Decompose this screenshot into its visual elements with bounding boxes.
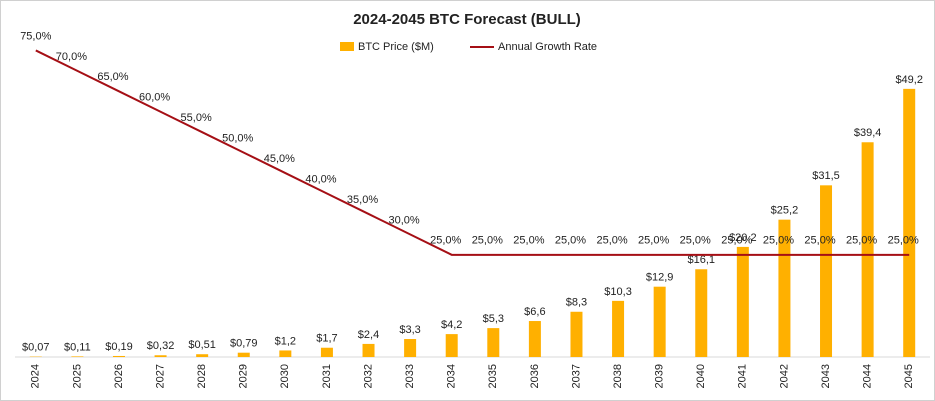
- x-tick-label: 2025: [71, 364, 83, 388]
- bar-value-label: $10,3: [604, 286, 632, 298]
- x-tick-label: 2030: [279, 364, 291, 388]
- bar: [237, 352, 250, 357]
- bar-value-label: $25,2: [771, 205, 799, 217]
- bar-value-label: $3,3: [399, 324, 420, 336]
- chart-title: 2024-2045 BTC Forecast (BULL): [353, 11, 581, 28]
- line-value-label: 30,0%: [389, 214, 420, 226]
- x-tick-label: 2042: [778, 364, 790, 388]
- line-value-label: 50,0%: [222, 133, 253, 145]
- line-value-label: 25,0%: [763, 235, 794, 247]
- bar: [487, 328, 500, 357]
- bar: [196, 354, 209, 357]
- x-tick-label: 2033: [404, 364, 416, 388]
- bar: [71, 356, 84, 357]
- x-tick-label: 2044: [862, 364, 874, 388]
- bar-value-label: $8,3: [566, 297, 587, 309]
- line-value-label: 75,0%: [20, 30, 51, 42]
- x-tick-label: 2040: [695, 364, 707, 388]
- line-value-label: 25,0%: [888, 235, 919, 247]
- line-value-label: 25,0%: [846, 235, 877, 247]
- bar: [445, 334, 458, 357]
- bar-value-label: $1,2: [275, 335, 296, 347]
- line-value-label: 25,0%: [680, 235, 711, 247]
- bar: [112, 355, 125, 357]
- bar: [653, 286, 666, 357]
- line-value-label: 25,0%: [472, 235, 503, 247]
- legend-swatch: [340, 42, 354, 51]
- x-tick-label: 2035: [487, 364, 499, 388]
- bar: [279, 350, 292, 357]
- line-value-label: 25,0%: [721, 235, 752, 247]
- bar-value-label: $16,1: [687, 254, 715, 266]
- line-value-label: 25,0%: [596, 235, 627, 247]
- line-value-label: 55,0%: [181, 112, 212, 124]
- x-tick-label: 2032: [362, 364, 374, 388]
- bar-value-label: $49,2: [895, 74, 923, 86]
- line-value-label: 25,0%: [804, 235, 835, 247]
- bar-value-label: $20,2: [729, 232, 757, 244]
- bar-value-label: $0,51: [188, 339, 216, 351]
- line-value-label: 70,0%: [56, 51, 87, 63]
- bar: [528, 321, 541, 357]
- growth-line: [35, 49, 910, 256]
- bar: [695, 269, 708, 357]
- bar: [154, 355, 167, 357]
- x-tick-label: 2043: [820, 364, 832, 388]
- bar: [320, 347, 333, 357]
- bar-value-label: $1,7: [316, 333, 337, 345]
- bar-value-label: $5,3: [483, 313, 504, 325]
- bar-value-label: $0,79: [230, 338, 258, 350]
- line-value-label: 40,0%: [305, 173, 336, 185]
- x-tick-label: 2024: [30, 364, 42, 388]
- bar: [404, 339, 417, 357]
- bar: [903, 88, 916, 358]
- bar: [362, 343, 375, 357]
- legend-label: BTC Price ($M): [358, 41, 434, 53]
- bar: [820, 185, 833, 357]
- bar-value-label: $12,9: [646, 272, 674, 284]
- bar-value-label: $0,07: [22, 342, 50, 354]
- line-value-label: 25,0%: [638, 235, 669, 247]
- line-value-label: 45,0%: [264, 153, 295, 165]
- bar-value-label: $4,2: [441, 319, 462, 331]
- x-tick-label: 2036: [529, 364, 541, 388]
- line-value-label: 35,0%: [347, 194, 378, 206]
- bar-value-label: $6,6: [524, 306, 545, 318]
- x-tick-label: 2026: [113, 364, 125, 388]
- x-tick-label: 2041: [737, 364, 749, 388]
- bar-value-label: $0,11: [64, 341, 91, 353]
- bar: [612, 300, 625, 357]
- bar-value-label: $0,19: [105, 341, 133, 353]
- bar: [861, 142, 874, 357]
- x-tick-label: 2031: [321, 364, 333, 388]
- line-value-label: 25,0%: [513, 235, 544, 247]
- bar-value-label: $39,4: [854, 127, 882, 139]
- legend-label: Annual Growth Rate: [498, 41, 597, 53]
- line-value-label: 60,0%: [139, 92, 170, 104]
- x-tick-label: 2029: [238, 364, 250, 388]
- bar-value-label: $0,32: [147, 340, 175, 352]
- bar-value-label: $2,4: [358, 329, 379, 341]
- line-value-label: 25,0%: [430, 235, 461, 247]
- line-value-label: 65,0%: [97, 71, 128, 83]
- line-value-label: 25,0%: [555, 235, 586, 247]
- x-tick-label: 2037: [570, 364, 582, 388]
- x-tick-label: 2028: [196, 364, 208, 388]
- x-tick-label: 2038: [612, 364, 624, 388]
- x-tick-label: 2027: [154, 364, 166, 388]
- bar-value-label: $31,5: [812, 170, 840, 182]
- x-tick-label: 2039: [654, 364, 666, 388]
- x-tick-label: 2045: [903, 364, 915, 388]
- bar: [736, 246, 749, 357]
- x-tick-label: 2034: [446, 364, 458, 388]
- bar: [570, 311, 583, 357]
